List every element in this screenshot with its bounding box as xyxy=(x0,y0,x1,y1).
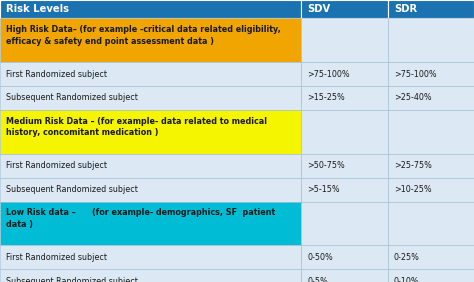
Bar xyxy=(301,269,388,282)
Bar xyxy=(301,178,388,202)
Text: 0-10%: 0-10% xyxy=(394,277,419,282)
Bar xyxy=(0,202,301,245)
Text: Subsequent Randomized subject: Subsequent Randomized subject xyxy=(6,94,138,102)
Text: 0-50%: 0-50% xyxy=(307,253,333,262)
Bar xyxy=(0,245,301,269)
Bar xyxy=(301,154,388,178)
Text: Low Risk data –      (for example- demographics, SF  patient
data ): Low Risk data – (for example- demographi… xyxy=(6,208,275,229)
Bar xyxy=(388,110,474,154)
Bar xyxy=(388,18,474,62)
Bar xyxy=(0,110,301,154)
Bar xyxy=(301,0,388,18)
Text: >75-100%: >75-100% xyxy=(394,70,437,78)
Bar xyxy=(0,62,301,86)
Bar xyxy=(301,245,388,269)
Text: >25-40%: >25-40% xyxy=(394,94,431,102)
Bar xyxy=(388,0,474,18)
Text: Subsequent Randomized subject: Subsequent Randomized subject xyxy=(6,185,138,194)
Text: >5-15%: >5-15% xyxy=(307,185,340,194)
Bar xyxy=(0,86,301,110)
Text: 0-5%: 0-5% xyxy=(307,277,328,282)
Text: Subsequent Randomized subject: Subsequent Randomized subject xyxy=(6,277,138,282)
Bar xyxy=(0,18,301,62)
Text: SDR: SDR xyxy=(394,4,417,14)
Bar xyxy=(388,245,474,269)
Bar xyxy=(0,269,301,282)
Bar xyxy=(388,86,474,110)
Bar xyxy=(388,154,474,178)
Text: >15-25%: >15-25% xyxy=(307,94,345,102)
Text: SDV: SDV xyxy=(307,4,330,14)
Bar xyxy=(301,86,388,110)
Text: First Randomized subject: First Randomized subject xyxy=(6,161,107,170)
Text: First Randomized subject: First Randomized subject xyxy=(6,253,107,262)
Bar xyxy=(388,269,474,282)
Text: First Randomized subject: First Randomized subject xyxy=(6,70,107,78)
Bar xyxy=(301,62,388,86)
Bar xyxy=(0,0,301,18)
Text: >10-25%: >10-25% xyxy=(394,185,431,194)
Text: High Risk Data– (for example -critical data related eligibility,
efficacy & safe: High Risk Data– (for example -critical d… xyxy=(6,25,281,46)
Bar xyxy=(0,178,301,202)
Text: >25-75%: >25-75% xyxy=(394,161,432,170)
Text: >50-75%: >50-75% xyxy=(307,161,345,170)
Text: Risk Levels: Risk Levels xyxy=(6,4,69,14)
Bar xyxy=(388,202,474,245)
Bar xyxy=(388,62,474,86)
Text: Medium Risk Data – (for example- data related to medical
history, concomitant me: Medium Risk Data – (for example- data re… xyxy=(6,116,267,137)
Bar xyxy=(301,110,388,154)
Bar xyxy=(0,154,301,178)
Text: >75-100%: >75-100% xyxy=(307,70,350,78)
Bar xyxy=(301,18,388,62)
Bar xyxy=(388,178,474,202)
Bar xyxy=(301,202,388,245)
Text: 0-25%: 0-25% xyxy=(394,253,420,262)
